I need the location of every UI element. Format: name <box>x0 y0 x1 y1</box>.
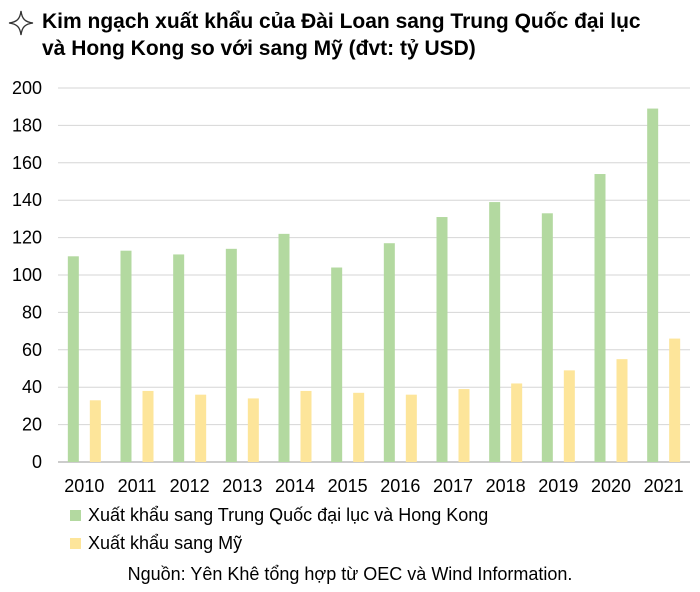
legend-label-series-2: Xuất khẩu sang Mỹ <box>88 533 243 553</box>
x-tick-label: 2017 <box>433 476 473 496</box>
y-tick-label: 80 <box>22 302 42 322</box>
x-tick-label: 2014 <box>275 476 315 496</box>
bar-series-2 <box>195 394 207 462</box>
y-tick-label: 100 <box>12 265 42 285</box>
source-note: Nguồn: Yên Khê tổng hợp từ OEC và Wind I… <box>127 564 573 584</box>
bar-series-2 <box>511 383 523 462</box>
x-tick-label: 2016 <box>380 476 420 496</box>
bar-series-2 <box>669 338 681 462</box>
bar-series-1 <box>594 174 606 462</box>
bar-series-1 <box>120 250 132 462</box>
bar-series-2 <box>458 389 470 462</box>
y-tick-label: 20 <box>22 415 42 435</box>
bar-series-1 <box>436 217 448 462</box>
bar-series-1 <box>173 254 185 462</box>
x-tick-label: 2015 <box>328 476 368 496</box>
y-tick-label: 60 <box>22 340 42 360</box>
x-tick-label: 2018 <box>486 476 526 496</box>
title-line-1: Kim ngạch xuất khẩu của Đài Loan sang Tr… <box>42 10 641 33</box>
bar-series-1 <box>647 108 659 462</box>
bar-series-2 <box>142 390 154 462</box>
legend-swatch-series-2 <box>70 538 81 549</box>
y-tick-label: 200 <box>12 78 42 98</box>
bar-series-2 <box>89 400 101 462</box>
y-tick-label: 140 <box>12 190 42 210</box>
legend-swatch-series-1 <box>70 510 81 521</box>
bar-series-1 <box>489 202 501 462</box>
x-tick-label: 2013 <box>222 476 262 496</box>
sparkle-icon <box>8 10 34 36</box>
y-tick-label: 120 <box>12 228 42 248</box>
bar-chart: 0 20 40 60 80 100 120 140 160 180 200 2010 2011 2012 2… <box>12 78 690 496</box>
x-tick-label: 2012 <box>170 476 210 496</box>
bar-series-2 <box>300 390 312 462</box>
bar-series-1 <box>383 243 395 462</box>
y-tick-label: 0 <box>32 452 42 472</box>
x-tick-label: 2010 <box>64 476 104 496</box>
x-tick-label: 2020 <box>591 476 631 496</box>
bar-series-2 <box>405 394 417 462</box>
bar-series-1 <box>225 248 237 462</box>
y-tick-label: 160 <box>12 153 42 173</box>
bar-series-2 <box>616 359 628 462</box>
bar-series-1 <box>67 256 79 462</box>
x-tick-label: 2021 <box>644 476 684 496</box>
y-tick-label: 180 <box>12 115 42 135</box>
bar-series-1 <box>278 233 290 462</box>
bar-series-2 <box>353 392 365 462</box>
x-tick-label: 2011 <box>118 476 157 496</box>
bar-series-1 <box>331 267 343 462</box>
legend-label-series-1: Xuất khẩu sang Trung Quốc đại lục và Hon… <box>88 505 489 525</box>
bar-series-1 <box>541 213 553 462</box>
title-text: Kim ngạch xuất khẩu của Đài Loan sang Tr… <box>42 8 641 62</box>
y-tick-label: 40 <box>22 377 42 397</box>
x-tick-label: 2019 <box>538 476 578 496</box>
title-line-2: và Hong Kong so với sang Mỹ (đvt: tỷ USD… <box>42 37 476 60</box>
bar-series-2 <box>247 398 259 462</box>
bar-series-2 <box>563 370 575 462</box>
